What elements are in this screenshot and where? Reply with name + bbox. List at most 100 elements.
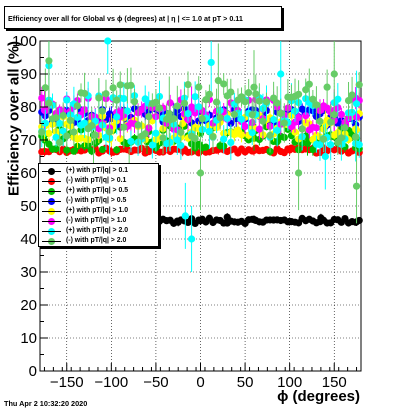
legend-entry: (-) with pT/|q| > 0.5 xyxy=(39,196,159,206)
x-tick-label: −100 xyxy=(94,374,128,391)
data-point xyxy=(330,70,338,78)
x-axis-label: ϕ (degrees) xyxy=(277,388,360,405)
data-point xyxy=(352,133,360,141)
data-point xyxy=(294,90,303,98)
data-point xyxy=(317,214,325,222)
legend-marker xyxy=(42,168,61,175)
data-point xyxy=(312,101,321,109)
data-point xyxy=(273,99,281,107)
data-point xyxy=(209,133,217,141)
data-point xyxy=(316,141,324,149)
legend-marker xyxy=(42,188,61,195)
data-point xyxy=(202,143,210,151)
legend: (+) with pT/|q| > 0.1 (-) with pT/|q| > … xyxy=(38,163,159,247)
data-point xyxy=(159,134,167,142)
data-point xyxy=(56,138,64,147)
y-tick-label: 10 xyxy=(20,330,37,347)
legend-marker xyxy=(42,238,61,245)
data-point xyxy=(166,99,174,107)
x-tick-label: 50 xyxy=(237,374,254,391)
y-tick-label: 100 xyxy=(12,33,37,50)
data-point xyxy=(102,90,110,98)
data-point xyxy=(330,111,338,119)
data-point xyxy=(141,130,149,138)
data-point xyxy=(286,217,294,226)
data-point xyxy=(241,98,249,106)
data-point xyxy=(191,134,199,143)
chart-title: Efficiency over all for Global vs ϕ (deg… xyxy=(4,6,282,29)
data-point xyxy=(266,131,274,139)
data-point xyxy=(105,128,114,136)
data-point xyxy=(113,113,121,121)
data-point xyxy=(202,96,210,104)
data-point xyxy=(262,98,271,106)
data-point xyxy=(80,89,89,97)
data-point xyxy=(52,145,60,153)
data-point xyxy=(337,134,345,142)
legend-label: (+) with pT/|q| > 2.0 xyxy=(66,227,129,234)
data-point xyxy=(323,83,331,91)
data-point xyxy=(195,83,203,91)
data-point xyxy=(41,119,49,127)
data-point xyxy=(145,113,153,121)
data-point xyxy=(220,135,228,143)
data-point xyxy=(255,97,263,105)
data-point xyxy=(316,117,324,125)
data-point xyxy=(191,93,199,101)
timestamp: Thu Apr 2 10:32:20 2020 xyxy=(4,399,88,408)
data-point xyxy=(237,115,246,123)
data-point xyxy=(241,122,249,131)
data-point xyxy=(352,100,361,108)
data-point xyxy=(177,128,185,136)
data-point xyxy=(59,111,67,120)
y-tick-label: 80 xyxy=(20,99,37,116)
y-tick-label: 30 xyxy=(20,264,37,281)
data-point xyxy=(309,95,317,103)
data-point xyxy=(127,137,135,146)
data-point xyxy=(216,114,224,122)
data-point xyxy=(45,129,53,137)
data-point xyxy=(152,129,160,137)
data-point xyxy=(120,94,128,103)
x-tick-label: 100 xyxy=(277,374,302,391)
data-point xyxy=(198,115,206,123)
data-point xyxy=(73,102,82,110)
data-point xyxy=(302,86,310,94)
data-point xyxy=(148,141,156,149)
legend-entry: (+) with pT/|q| > 2.0 xyxy=(39,226,159,236)
data-point xyxy=(303,139,312,147)
x-tick-label: −150 xyxy=(50,374,84,391)
data-point xyxy=(220,80,228,88)
data-point xyxy=(173,136,181,144)
x-tick-label: 0 xyxy=(196,374,204,391)
data-point xyxy=(70,128,78,136)
data-point xyxy=(259,117,267,125)
data-point xyxy=(63,96,71,104)
data-point xyxy=(309,146,317,154)
data-point xyxy=(298,125,306,133)
data-point xyxy=(184,80,192,89)
legend-entry: (+) with pT/|q| > 1.0 xyxy=(39,206,159,216)
data-point xyxy=(66,116,74,124)
data-point xyxy=(165,110,173,118)
data-point xyxy=(205,90,214,98)
y-tick-label: 90 xyxy=(20,66,37,83)
data-point xyxy=(73,113,82,121)
data-point xyxy=(113,146,121,154)
legend-label: (+) with pT/|q| > 0.5 xyxy=(66,187,129,194)
legend-marker xyxy=(42,208,61,215)
data-point xyxy=(120,123,128,131)
data-point xyxy=(327,141,335,149)
data-point xyxy=(113,96,121,104)
data-point xyxy=(312,124,321,132)
data-point xyxy=(352,182,361,190)
data-point xyxy=(255,125,263,133)
data-point xyxy=(170,114,178,123)
data-point xyxy=(173,102,181,110)
data-point xyxy=(63,146,71,154)
data-point xyxy=(38,94,46,102)
legend-label: (+) with pT/|q| > 0.1 xyxy=(66,167,129,174)
data-point xyxy=(116,135,124,143)
legend-entry: (-) with pT/|q| > 2.0 xyxy=(39,236,159,246)
data-point xyxy=(277,109,285,117)
